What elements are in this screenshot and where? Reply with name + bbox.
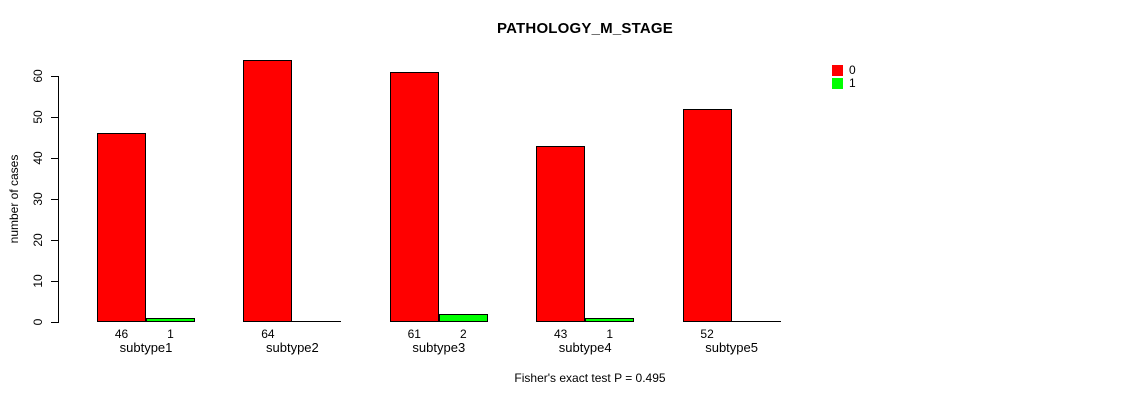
chart-title: PATHOLOGY_M_STAGE	[497, 20, 673, 37]
y-tick-mark	[51, 158, 58, 159]
bar-1-subtype3	[438, 314, 488, 322]
bar-0-subtype4	[536, 146, 586, 322]
category-label-subtype4: subtype4	[558, 340, 612, 355]
bar-1-subtype4	[585, 318, 635, 322]
bar-value-label: 43	[554, 327, 568, 341]
category-label-subtype5: subtype5	[705, 340, 758, 355]
y-tick-mark	[51, 76, 58, 77]
bar-value-label: 2	[459, 327, 467, 341]
bar-value-label: 64	[261, 327, 275, 341]
bar-0-subtype1	[97, 133, 146, 322]
bar-value-label: 52	[700, 327, 714, 341]
legend-entry-0: 0	[832, 64, 856, 77]
bar-1-subtype1	[146, 318, 195, 322]
y-tick-mark	[51, 281, 58, 282]
bar-1-subtype2	[292, 321, 342, 322]
y-tick-label: 0	[31, 318, 45, 326]
y-tick-mark	[51, 117, 58, 118]
category-label-subtype3: subtype3	[412, 340, 466, 355]
bar-0-subtype3	[389, 72, 439, 322]
legend-swatch-icon	[832, 65, 843, 76]
bar-value-label: 1	[606, 327, 614, 341]
bar-1-subtype5	[731, 321, 781, 322]
bar-value-label: 46	[114, 327, 129, 341]
y-tick-label: 60	[31, 69, 45, 83]
bar-value-label: 61	[407, 327, 421, 341]
bar-0-subtype5	[682, 109, 732, 322]
y-tick-label: 30	[31, 192, 45, 206]
legend-entry-1: 1	[832, 77, 856, 90]
y-tick-mark	[51, 240, 58, 241]
y-tick-label: 20	[31, 233, 45, 247]
bar-value-label: 1	[167, 327, 174, 341]
legend-swatch-icon	[832, 78, 843, 89]
y-tick-label: 40	[31, 151, 45, 165]
y-axis-line	[58, 76, 59, 323]
category-label-subtype1: subtype1	[119, 340, 173, 355]
legend-label: 0	[849, 63, 856, 77]
y-tick-label: 50	[31, 110, 45, 124]
category-label-subtype2: subtype2	[266, 340, 319, 355]
legend-label: 1	[849, 76, 856, 90]
y-tick-label: 10	[31, 274, 45, 288]
y-tick-mark	[51, 322, 58, 323]
footnote-text: Fisher's exact test P = 0.495	[514, 371, 666, 385]
bar-0-subtype2	[243, 60, 293, 322]
y-tick-mark	[51, 199, 58, 200]
